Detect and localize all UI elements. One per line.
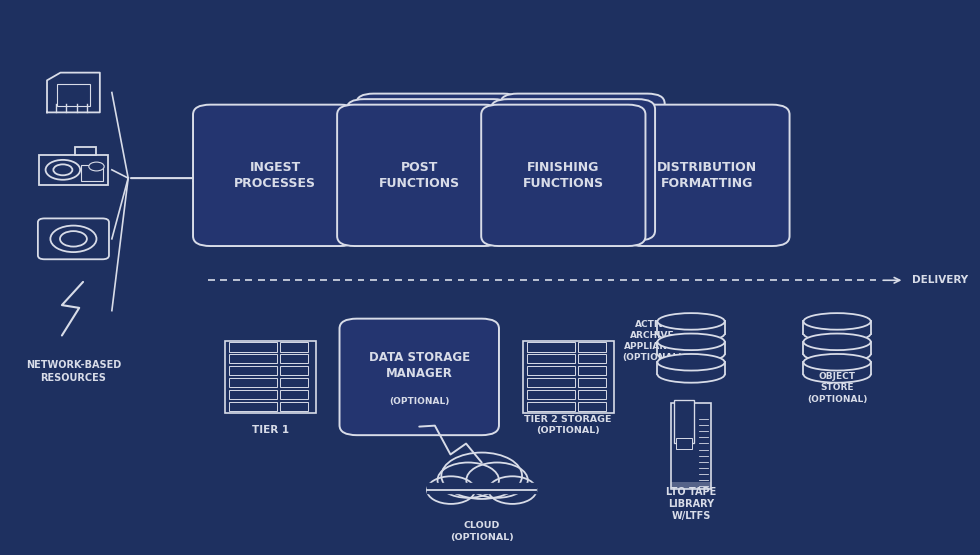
Circle shape (466, 462, 528, 498)
Text: OBJECT
STORE
(OPTIONAL): OBJECT STORE (OPTIONAL) (807, 372, 867, 403)
Text: DELIVERY: DELIVERY (912, 275, 968, 285)
Ellipse shape (804, 354, 870, 371)
FancyBboxPatch shape (193, 105, 358, 246)
Text: POST
FUNCTIONS: POST FUNCTIONS (378, 160, 460, 190)
Bar (804, 321, 870, 334)
Bar (578, 390, 606, 400)
Bar (671, 482, 711, 489)
Bar (280, 342, 308, 351)
Bar (658, 321, 725, 334)
FancyBboxPatch shape (501, 94, 664, 235)
Ellipse shape (658, 325, 725, 342)
Bar (578, 379, 606, 387)
Ellipse shape (804, 346, 870, 362)
Bar (229, 355, 276, 364)
Bar (39, 155, 108, 185)
Ellipse shape (658, 334, 725, 350)
Bar (527, 379, 574, 387)
Ellipse shape (804, 334, 870, 350)
Ellipse shape (658, 354, 725, 371)
Bar (578, 402, 606, 411)
Bar (527, 402, 574, 411)
Bar (578, 342, 606, 351)
Circle shape (50, 225, 96, 252)
Text: DATA STORAGE
MANAGER: DATA STORAGE MANAGER (368, 351, 469, 380)
Text: TIER 2 STORAGE
(OPTIONAL): TIER 2 STORAGE (OPTIONAL) (524, 415, 612, 435)
Ellipse shape (658, 313, 725, 330)
Bar (578, 355, 606, 364)
Text: LTO TAPE
LIBRARY
W/LTFS: LTO TAPE LIBRARY W/LTFS (666, 487, 716, 521)
Text: CLOUD
(OPTIONAL): CLOUD (OPTIONAL) (450, 522, 514, 542)
Bar (229, 342, 276, 351)
Bar (674, 400, 694, 443)
Bar (578, 366, 606, 376)
Circle shape (46, 160, 80, 180)
FancyBboxPatch shape (347, 99, 511, 240)
Bar (658, 362, 725, 375)
FancyBboxPatch shape (357, 94, 520, 235)
FancyBboxPatch shape (337, 105, 502, 246)
FancyBboxPatch shape (481, 105, 646, 246)
Circle shape (437, 462, 499, 498)
Bar (671, 403, 711, 489)
Bar (280, 355, 308, 364)
Text: ACTIVE
ARCHIVE
APPLIANCE
(OPTIONAL): ACTIVE ARCHIVE APPLIANCE (OPTIONAL) (622, 320, 683, 362)
Bar (81, 165, 103, 181)
Bar (280, 402, 308, 411)
FancyBboxPatch shape (339, 319, 499, 435)
FancyBboxPatch shape (38, 219, 109, 259)
Bar (229, 390, 276, 400)
Circle shape (60, 231, 87, 246)
Bar (280, 366, 308, 376)
Bar (224, 341, 316, 413)
Bar (658, 342, 725, 354)
Text: FINISHING
FUNCTIONS: FINISHING FUNCTIONS (522, 160, 604, 190)
Bar (527, 355, 574, 364)
Bar (527, 342, 574, 351)
Ellipse shape (658, 366, 725, 383)
FancyBboxPatch shape (625, 105, 790, 246)
Bar (229, 402, 276, 411)
Bar (522, 341, 613, 413)
Ellipse shape (804, 325, 870, 342)
Bar (676, 438, 692, 448)
Ellipse shape (658, 346, 725, 362)
Bar (804, 342, 870, 354)
Text: TIER 1: TIER 1 (252, 425, 289, 435)
Bar (527, 390, 574, 400)
Text: (OPTIONAL): (OPTIONAL) (389, 397, 450, 406)
Circle shape (441, 452, 522, 499)
Bar (229, 366, 276, 376)
Ellipse shape (804, 366, 870, 383)
Ellipse shape (804, 313, 870, 330)
Text: DISTRIBUTION
FORMATTING: DISTRIBUTION FORMATTING (658, 160, 758, 190)
Circle shape (53, 164, 73, 175)
Bar (57, 84, 90, 106)
Circle shape (89, 162, 104, 171)
Bar (229, 379, 276, 387)
Bar (804, 362, 870, 375)
Text: NETWORK-BASED
RESOURCES: NETWORK-BASED RESOURCES (25, 360, 122, 383)
Circle shape (488, 476, 536, 504)
FancyBboxPatch shape (491, 99, 655, 240)
Bar (527, 366, 574, 376)
Bar (280, 379, 308, 387)
Bar (280, 390, 308, 400)
Circle shape (427, 476, 475, 504)
Bar (75, 147, 96, 155)
Text: INGEST
PROCESSES: INGEST PROCESSES (234, 160, 317, 190)
